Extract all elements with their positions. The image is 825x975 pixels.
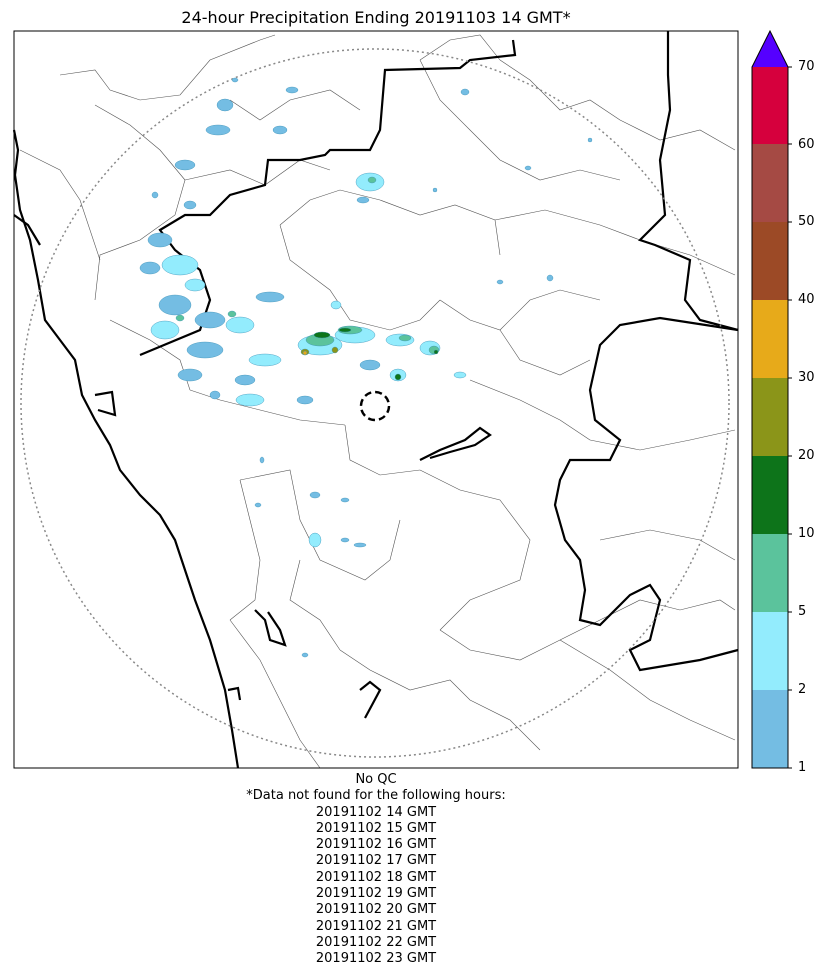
missing-hour-item: 20191102 22 GMT [315,934,437,950]
radar-range-ring [20,48,730,758]
colorbar-label-10: 10 [798,526,815,541]
district-boundaries [19,34,736,769]
map-frame [13,30,739,769]
map-panel [12,30,739,769]
missing-data-header: *Data not found for the following hours: [246,788,506,804]
colorbar-bin-10 [752,456,788,534]
colorbar-bin-50 [752,144,788,222]
radar-site-marker [359,390,391,422]
precipitation-field [139,77,593,658]
colorbar-label-30: 30 [798,370,815,385]
qc-note: No QC [355,772,397,787]
missing-hour-item: 20191102 23 GMT [315,951,437,967]
colorbar-bin-30 [752,300,788,378]
missing-hour-item: 20191102 17 GMT [315,853,437,869]
colorbar-label-60: 60 [798,137,815,152]
missing-hour-item: 20191102 19 GMT [315,886,437,902]
colorbar-extend-arrow [752,31,788,67]
colorbar-bin-2 [752,612,788,690]
colorbar [751,29,792,769]
colorbar-bin-40 [752,222,788,300]
colorbar-bin-20 [752,378,788,456]
colorbar-label-2: 2 [798,682,807,697]
map-title: 24-hour Precipitation Ending 20191103 14… [181,8,571,27]
missing-hour-item: 20191102 15 GMT [315,820,437,836]
colorbar-label-40: 40 [798,292,815,307]
missing-hour-item: 20191102 18 GMT [315,869,437,885]
colorbar-label-70: 70 [798,59,815,74]
colorbar-label-1: 1 [798,760,807,775]
colorbar-label-50: 50 [798,214,815,229]
missing-hour-item: 20191102 16 GMT [315,837,437,853]
missing-hour-item: 20191102 21 GMT [315,918,437,934]
missing-hour-item: 20191102 20 GMT [315,902,437,918]
colorbar-label-5: 5 [798,604,807,619]
colorbar-bin-1 [752,690,788,768]
colorbar-bin-60 [752,67,788,144]
colorbar-bin-5 [752,534,788,612]
missing-hour-item: 20191102 14 GMT [315,804,437,820]
footnotes: No QC *Data not found for the following … [14,772,738,968]
colorbar-label-20: 20 [798,448,815,463]
